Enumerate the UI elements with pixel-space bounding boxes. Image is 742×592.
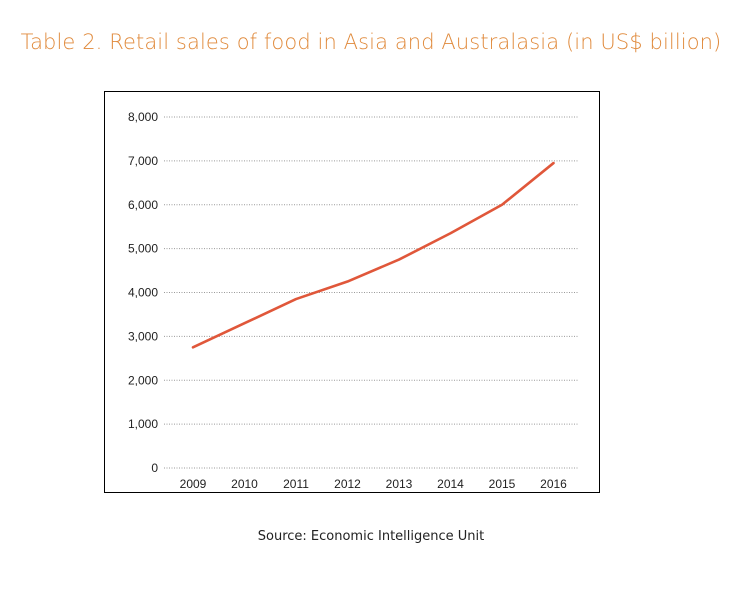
- y-tick-label: 2,000: [128, 373, 158, 387]
- line-chart: 0 1,000 2,000 3,000 4,000 5,000 6,000 7,000 8,00…: [128, 110, 579, 491]
- x-tick-label: 2011: [283, 477, 309, 491]
- y-tick-label: 8,000: [128, 110, 158, 124]
- x-tick-label: 2010: [231, 477, 258, 491]
- series-line: [191, 161, 555, 349]
- chart-frame: 0 1,000 2,000 3,000 4,000 5,000 6,000 7,000 8,00…: [104, 91, 600, 493]
- y-tick-label: 7,000: [128, 154, 158, 168]
- y-tick-label: 1,000: [128, 417, 158, 431]
- x-tick-label: 2012: [334, 477, 361, 491]
- chart-title: Table 2. Retail sales of food in Asia an…: [20, 30, 722, 54]
- y-tick-label: 3,000: [128, 329, 158, 343]
- x-tick-label: 2009: [180, 477, 207, 491]
- x-tick-label: 2014: [437, 477, 464, 491]
- y-tick-label: 4,000: [128, 286, 158, 300]
- source-note: Source: Economic Intelligence Unit: [257, 529, 485, 544]
- y-tick-label: 5,000: [128, 242, 158, 256]
- y-tick-label: 6,000: [128, 198, 158, 212]
- x-tick-label: 2013: [386, 477, 413, 491]
- x-tick-label: 2016: [540, 477, 567, 491]
- x-tick-label: 2015: [489, 477, 516, 491]
- y-tick-label: 0: [151, 461, 158, 475]
